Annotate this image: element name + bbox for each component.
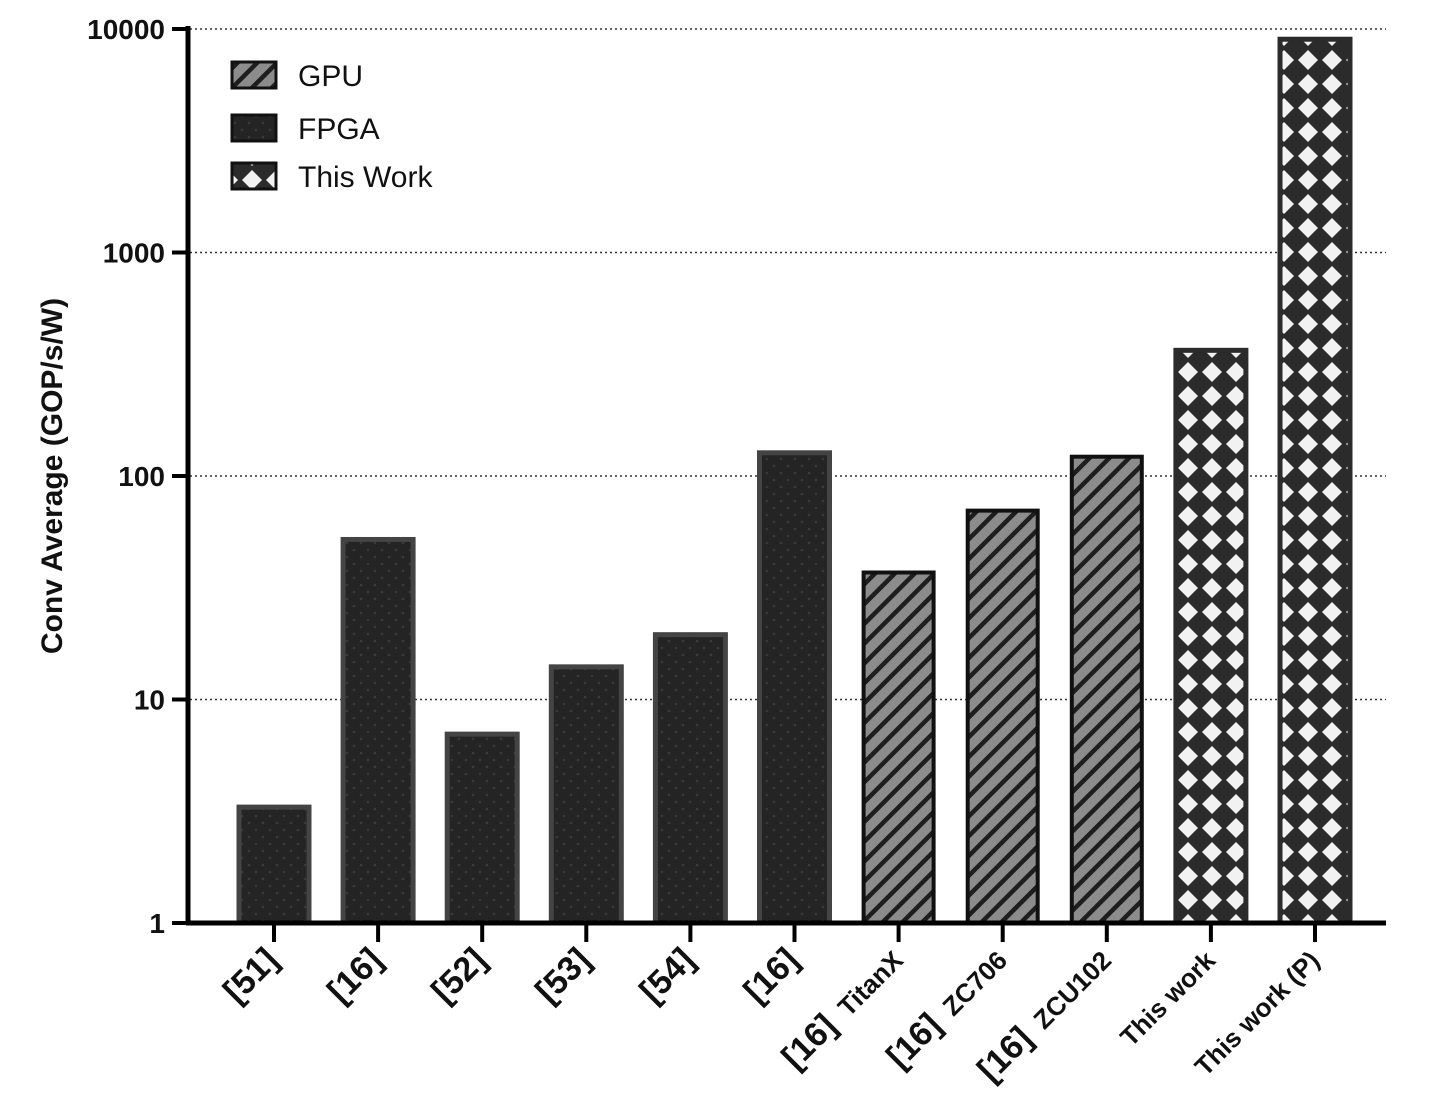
x-tick-label-device: ZCU102 <box>1017 945 1117 1045</box>
legend-swatch <box>230 113 278 143</box>
y-tick-label: 1 <box>149 908 165 939</box>
bar <box>548 664 624 926</box>
bar <box>1173 347 1249 926</box>
legend-swatch <box>230 60 278 90</box>
bar <box>1277 36 1353 926</box>
bar <box>1069 454 1144 925</box>
x-tick-label: [53] <box>528 941 598 1011</box>
legend-label: FPGA <box>298 113 380 146</box>
x-tick-label-device: ZC706 <box>926 945 1013 1032</box>
x-tick-label: [16] <box>320 941 390 1011</box>
x-tick-label-device: This work <box>1114 945 1221 1052</box>
bar <box>340 536 416 926</box>
bar <box>965 508 1040 925</box>
bar <box>861 570 936 925</box>
x-tick-label: [51] <box>216 941 286 1011</box>
legend-label: This Work <box>298 161 433 194</box>
x-tick-label: [52] <box>424 941 494 1011</box>
bar <box>236 804 312 926</box>
bar <box>652 632 728 926</box>
y-tick-label: 10000 <box>87 14 165 45</box>
bar <box>444 731 520 926</box>
x-tick-label: This work <box>1114 945 1221 1052</box>
x-tick-label: [16] <box>737 941 807 1011</box>
x-tick-label-ref: [53] <box>528 941 598 1011</box>
x-tick-label-ref: [52] <box>424 941 494 1011</box>
x-ticks <box>272 923 1317 942</box>
bar <box>757 450 832 926</box>
y-tick-label: 10 <box>134 685 165 716</box>
legend: GPU FPGA This Work <box>230 60 433 194</box>
y-axis-title: Conv Average (GOP/s/W) <box>36 298 69 654</box>
x-tick-label-ref: [16] <box>320 941 390 1011</box>
x-tick-label: [54] <box>632 941 702 1011</box>
x-tick-label-device: TitanX <box>822 945 910 1033</box>
y-tick-label: 1000 <box>103 238 165 269</box>
x-tick-label-ref: [54] <box>632 941 702 1011</box>
legend-swatch <box>230 161 278 191</box>
y-tick-label: 100 <box>118 461 165 492</box>
x-tick-label-ref: [51] <box>216 941 286 1011</box>
x-tick-label-ref: [16] <box>737 941 807 1011</box>
x-tick-labels: [51] [16] [52] [53] [54] [16][16] TitanX[16] … <box>216 941 1325 1089</box>
legend-label: GPU <box>298 60 363 93</box>
y-ticks: 1 10 100 1000 10000 <box>87 14 188 939</box>
